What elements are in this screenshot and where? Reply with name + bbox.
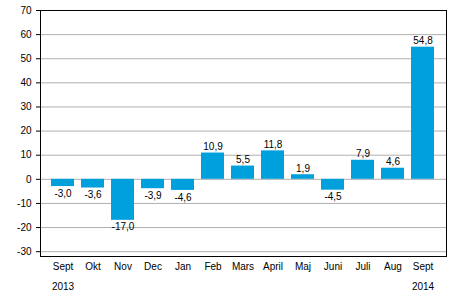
svg-text:Sept: Sept [53,261,74,272]
svg-text:Juni: Juni [324,261,342,272]
svg-text:7,9: 7,9 [356,148,370,159]
svg-text:11,8: 11,8 [264,139,283,150]
svg-text:0: 0 [26,174,32,185]
svg-text:Feb: Feb [204,261,222,272]
svg-text:4,6: 4,6 [386,156,400,167]
svg-text:50: 50 [20,53,32,64]
svg-text:20: 20 [20,125,32,136]
svg-text:-20: -20 [17,222,32,233]
svg-text:-4,5: -4,5 [324,191,342,202]
svg-text:-3,6: -3,6 [84,189,102,200]
svg-text:April: April [263,261,283,272]
svg-text:30: 30 [20,101,32,112]
svg-text:2014: 2014 [412,281,435,292]
svg-text:Sept: Sept [413,261,434,272]
svg-text:-3,9: -3,9 [144,190,162,201]
svg-text:-17,0: -17,0 [112,221,135,232]
svg-text:1,9: 1,9 [296,163,310,174]
svg-text:10,9: 10,9 [203,141,223,152]
svg-text:-30: -30 [17,246,32,257]
svg-text:Okt: Okt [85,261,101,272]
svg-text:Jan: Jan [175,261,191,272]
svg-text:60: 60 [20,29,32,40]
svg-text:-4,6: -4,6 [174,192,192,203]
svg-text:54,8: 54,8 [413,35,433,46]
svg-text:5,5: 5,5 [236,154,250,165]
svg-text:70: 70 [20,5,32,16]
svg-text:Juli: Juli [355,261,370,272]
svg-text:-3,0: -3,0 [54,188,72,199]
svg-text:Mars: Mars [232,261,254,272]
svg-text:Dec: Dec [144,261,162,272]
svg-text:Nov: Nov [114,261,132,272]
svg-text:Aug: Aug [384,261,402,272]
svg-text:2013: 2013 [52,281,75,292]
svg-text:Maj: Maj [295,261,311,272]
svg-text:10: 10 [20,149,32,160]
svg-text:-10: -10 [17,198,32,209]
svg-text:40: 40 [20,77,32,88]
